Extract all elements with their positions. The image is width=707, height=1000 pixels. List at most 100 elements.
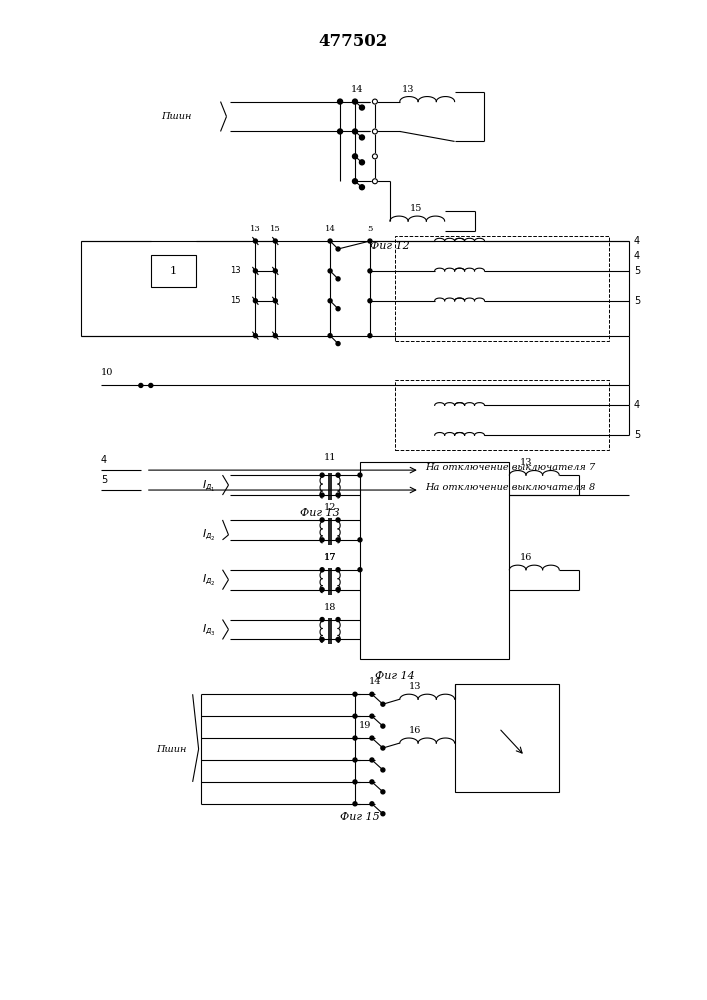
- Circle shape: [337, 99, 343, 104]
- Circle shape: [336, 277, 340, 281]
- Circle shape: [353, 99, 358, 104]
- Text: Фиг 13: Фиг 13: [300, 508, 340, 518]
- Circle shape: [381, 768, 385, 772]
- Circle shape: [370, 758, 374, 762]
- Text: 17: 17: [324, 553, 337, 562]
- Circle shape: [320, 538, 324, 542]
- Text: $I_{д_2}$: $I_{д_2}$: [202, 572, 216, 587]
- Circle shape: [336, 493, 340, 497]
- Text: 5: 5: [634, 430, 640, 440]
- Circle shape: [381, 790, 385, 794]
- Bar: [395, 380, 609, 450]
- Text: Фиг 15: Фиг 15: [340, 812, 380, 822]
- Circle shape: [381, 812, 385, 816]
- Circle shape: [359, 135, 364, 140]
- Text: $I_{д_3}$: $I_{д_3}$: [202, 622, 216, 637]
- Circle shape: [359, 160, 364, 165]
- Bar: [395, 236, 609, 341]
- Circle shape: [320, 473, 324, 477]
- Circle shape: [353, 129, 358, 134]
- Text: На отключение выключателя 8: На отключение выключателя 8: [425, 483, 595, 492]
- Text: 15: 15: [410, 204, 422, 213]
- Circle shape: [274, 239, 277, 243]
- Circle shape: [381, 702, 385, 706]
- Text: 4: 4: [634, 236, 640, 246]
- Circle shape: [353, 758, 357, 762]
- Text: 12: 12: [324, 503, 337, 512]
- Circle shape: [336, 618, 340, 622]
- Circle shape: [381, 724, 385, 728]
- Circle shape: [370, 692, 374, 696]
- Circle shape: [358, 538, 362, 542]
- Text: Пшин: Пшин: [160, 112, 191, 121]
- Text: 18: 18: [324, 603, 337, 612]
- Circle shape: [353, 802, 357, 806]
- Text: 5: 5: [367, 225, 373, 233]
- Circle shape: [358, 473, 362, 477]
- Text: 13: 13: [520, 458, 532, 467]
- Text: 13: 13: [250, 225, 261, 233]
- Circle shape: [336, 473, 340, 477]
- Circle shape: [370, 802, 374, 806]
- Circle shape: [253, 239, 257, 243]
- Text: 17: 17: [324, 553, 337, 562]
- Circle shape: [336, 568, 340, 572]
- Circle shape: [336, 637, 340, 641]
- Circle shape: [328, 269, 332, 273]
- Circle shape: [373, 179, 378, 184]
- Text: $I_{д_2}$: $I_{д_2}$: [202, 527, 216, 542]
- Circle shape: [274, 299, 277, 303]
- Circle shape: [328, 239, 332, 243]
- Text: 13: 13: [230, 266, 240, 275]
- Circle shape: [353, 736, 357, 740]
- Circle shape: [353, 179, 358, 184]
- Circle shape: [253, 299, 257, 303]
- Circle shape: [370, 780, 374, 784]
- Circle shape: [139, 383, 143, 387]
- Text: Пшин: Пшин: [156, 745, 186, 754]
- Circle shape: [253, 334, 257, 338]
- Text: 11: 11: [324, 453, 337, 462]
- Text: 477502: 477502: [318, 33, 387, 50]
- Circle shape: [320, 568, 324, 572]
- Bar: [360, 462, 509, 659]
- Text: 13: 13: [402, 85, 414, 94]
- Text: 14: 14: [351, 85, 363, 94]
- Circle shape: [381, 746, 385, 750]
- Text: Фиг 14: Фиг 14: [375, 671, 415, 681]
- Bar: [455, 684, 559, 792]
- Text: 10: 10: [101, 368, 113, 377]
- Circle shape: [336, 247, 340, 251]
- Text: 5: 5: [634, 296, 640, 306]
- Text: 14: 14: [325, 225, 336, 233]
- Circle shape: [373, 154, 378, 159]
- Circle shape: [337, 129, 343, 134]
- Circle shape: [320, 588, 324, 592]
- Circle shape: [328, 299, 332, 303]
- Text: 4: 4: [101, 455, 107, 465]
- Circle shape: [148, 383, 153, 387]
- Circle shape: [336, 538, 340, 542]
- Text: Фиг 12: Фиг 12: [370, 241, 410, 251]
- Text: 4: 4: [634, 400, 640, 410]
- Text: 13: 13: [409, 682, 421, 691]
- Circle shape: [358, 568, 362, 572]
- Circle shape: [336, 518, 340, 522]
- Text: 16: 16: [409, 726, 421, 735]
- Text: 5: 5: [634, 266, 640, 276]
- Bar: [151, 255, 196, 287]
- Text: 15: 15: [230, 296, 240, 305]
- Circle shape: [353, 154, 358, 159]
- Text: $I_{д_1}$: $I_{д_1}$: [202, 478, 216, 493]
- Circle shape: [368, 269, 372, 273]
- Circle shape: [336, 342, 340, 346]
- Text: 15: 15: [270, 225, 281, 233]
- Circle shape: [373, 129, 378, 134]
- Text: На отключение выключателя 7: На отключение выключателя 7: [425, 463, 595, 472]
- Circle shape: [353, 714, 357, 718]
- Circle shape: [370, 736, 374, 740]
- Circle shape: [370, 714, 374, 718]
- Text: 4: 4: [634, 251, 640, 261]
- Text: 16: 16: [520, 553, 532, 562]
- Circle shape: [368, 299, 372, 303]
